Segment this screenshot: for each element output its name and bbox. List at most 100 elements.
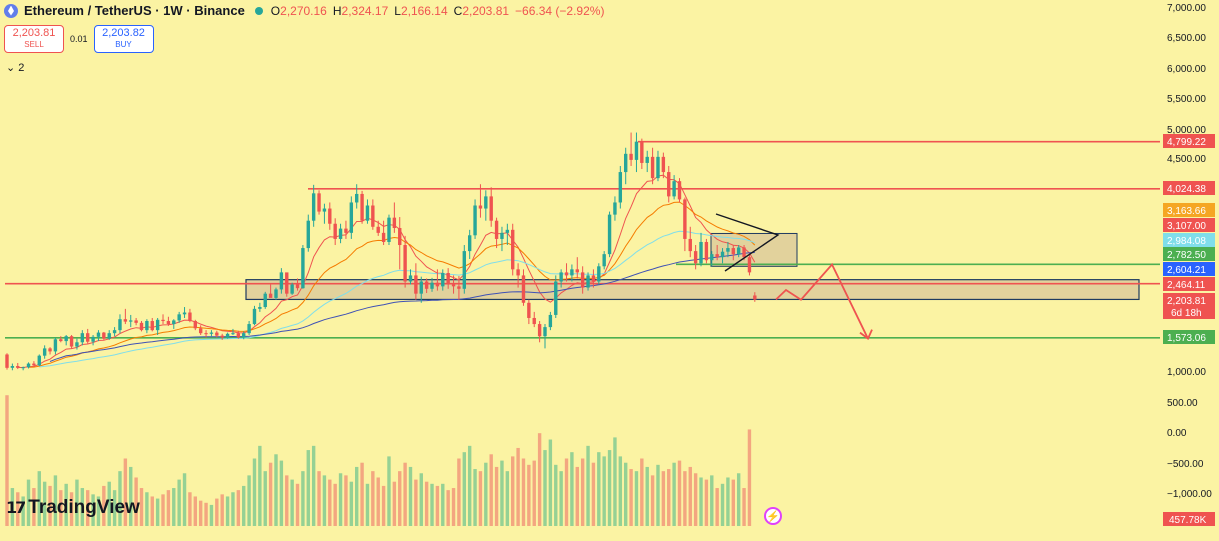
price-tag: 3,107.00 [1163, 218, 1215, 232]
candle-body [5, 354, 9, 368]
buy-button[interactable]: 2,203.82 BUY [93, 25, 154, 53]
buy-label: BUY [115, 40, 132, 49]
candle-body [338, 228, 343, 239]
candle [371, 199, 375, 230]
sma-long-line [49, 252, 755, 362]
volume-bar [182, 473, 187, 526]
volume-bar [155, 498, 160, 526]
candle-body [107, 333, 111, 339]
volume-bar [381, 485, 386, 526]
volume-bar [247, 475, 251, 526]
candle [715, 245, 719, 261]
volume-bar [446, 490, 450, 526]
volume-bar [591, 462, 596, 526]
demand-zone [245, 279, 1140, 301]
candle [118, 314, 122, 334]
candle-body [371, 205, 375, 227]
candle-body [656, 156, 660, 179]
tradingview-logo[interactable]: 𝟭𝟳 TradingView [6, 497, 140, 519]
candle-body [220, 335, 224, 338]
candle-body [693, 251, 698, 264]
candle [268, 284, 273, 298]
price-tags: 4,799.22 4,024.38 3,163.66 3,107.00 2,984.08… [1163, 134, 1215, 526]
volume-bar [624, 462, 628, 526]
price-tag: 2,782.50 [1163, 247, 1215, 261]
candle-body [478, 205, 483, 209]
candle [338, 223, 343, 244]
volume-bar [667, 469, 671, 526]
candle-body [484, 196, 488, 209]
candle-body [398, 227, 402, 246]
candle [209, 330, 214, 337]
candle-body [505, 229, 510, 233]
volume-bar [242, 485, 246, 526]
volume-bar [683, 471, 687, 526]
indicators-toggle[interactable]: ⌄ 2 [6, 61, 24, 74]
candle-body [376, 226, 380, 233]
candle [403, 235, 407, 288]
price-axis[interactable]: 7,000.00 6,500.00 6,000.00 5,500.00 5,000.00… [1167, 3, 1212, 500]
candle-body [129, 320, 133, 322]
candle [467, 229, 472, 260]
candle [365, 199, 370, 224]
volume-bar [537, 433, 542, 526]
candle [527, 299, 531, 325]
countdown-label: 6d 18h [1171, 308, 1202, 319]
ohlc-readout: O2,270.16 H2,324.17 L2,166.14 C2,203.81 … [271, 4, 605, 18]
sell-button[interactable]: 2,203.81 SELL [4, 25, 64, 53]
volume-bar [32, 488, 36, 526]
candle [516, 263, 520, 288]
candle-body [91, 336, 95, 342]
ema-short-line [28, 201, 756, 368]
candle [37, 354, 41, 367]
symbol-title[interactable]: Ethereum / TetherUS · 1W · Binance [24, 3, 245, 18]
volume-bar [742, 488, 746, 526]
candle [301, 245, 305, 289]
candle-body [96, 332, 101, 337]
candle-body [731, 248, 735, 255]
candle-body [511, 229, 515, 270]
ohlc-change: −66.34 (−2.92%) [515, 3, 605, 18]
volume-bar [634, 471, 639, 526]
candle-body [726, 248, 730, 252]
volume-bar [96, 496, 101, 526]
candle [683, 197, 687, 252]
triangle-pattern [715, 213, 780, 272]
volume-bar [494, 466, 499, 526]
candle [252, 305, 257, 326]
volume-bar [177, 479, 181, 526]
candle-body [344, 228, 348, 233]
price-tag-bg [1163, 218, 1215, 232]
volume-bar [650, 475, 655, 526]
candle [155, 317, 160, 336]
candle [86, 328, 90, 344]
volume-bar [376, 477, 380, 526]
volume-bar [677, 460, 682, 526]
volume-bar [688, 466, 692, 526]
price-tag: 1,573.06 [1163, 330, 1215, 344]
candle [629, 132, 633, 166]
volume-bar [747, 429, 752, 526]
candle [457, 276, 461, 300]
candle-body [328, 208, 332, 224]
candle-body [177, 314, 181, 321]
ohlc-high: H2,324.17 [332, 3, 389, 18]
volume-bar [403, 462, 407, 526]
candle [645, 150, 649, 173]
candle-body [441, 272, 445, 287]
candle [672, 175, 676, 200]
volume-bar [505, 471, 510, 526]
volume-bar [527, 464, 531, 526]
candle-body [473, 205, 477, 236]
candle [80, 330, 85, 346]
candle-body [392, 217, 397, 228]
candle-body [145, 321, 149, 331]
volume-bar [548, 439, 553, 526]
volume-bar [365, 483, 370, 526]
price-tag-label: 1,573.06 [1167, 333, 1206, 344]
candle-body [268, 293, 273, 298]
candle-body [32, 363, 36, 366]
lightning-icon[interactable]: ⚡ [764, 507, 782, 525]
